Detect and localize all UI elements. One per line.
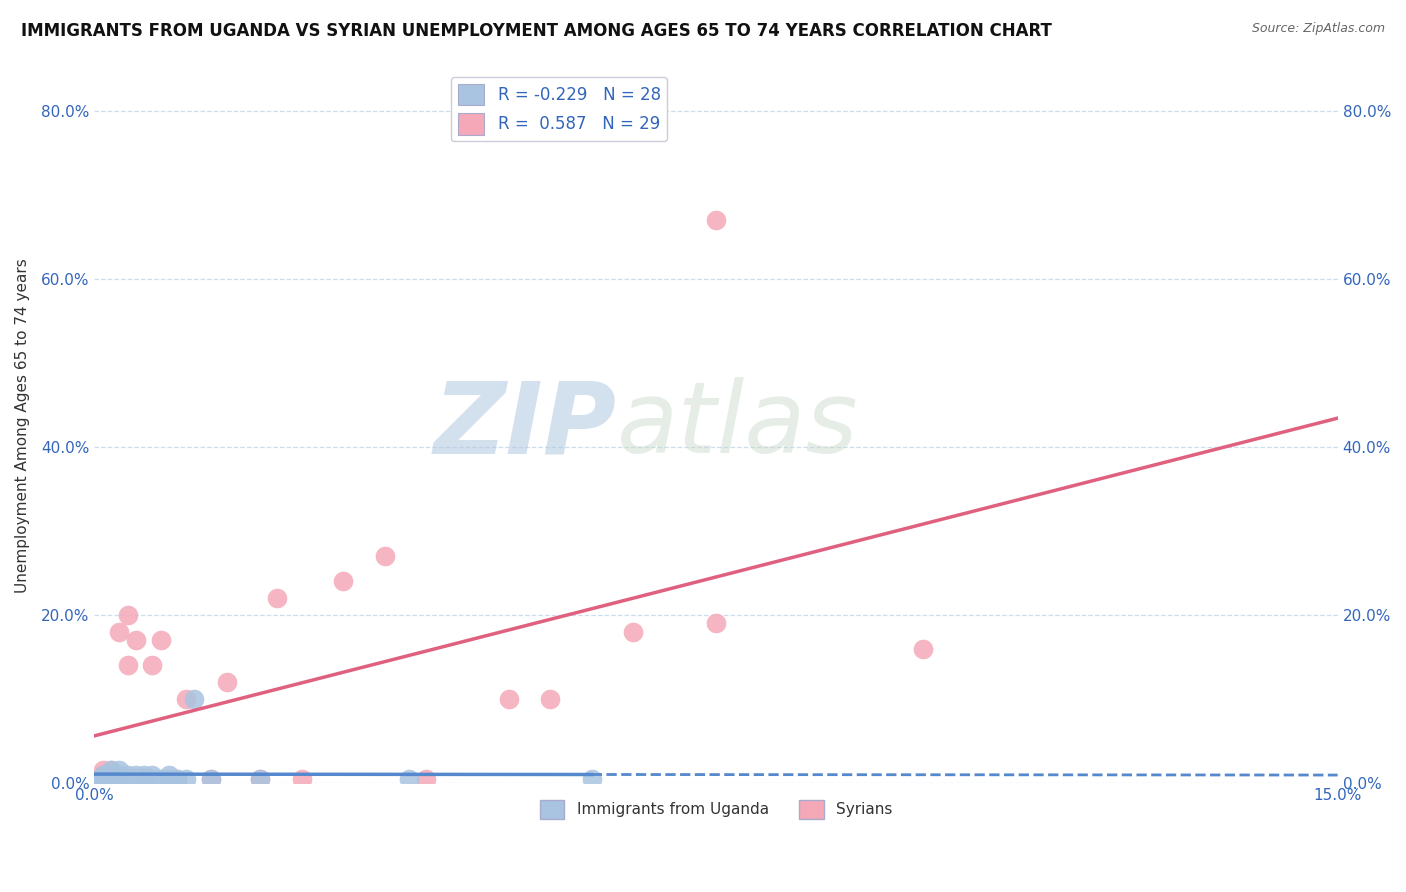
Point xyxy=(125,767,148,781)
Text: ZIP: ZIP xyxy=(433,377,617,475)
Point xyxy=(87,772,110,786)
Point xyxy=(374,549,396,563)
Point xyxy=(538,692,561,706)
Point xyxy=(108,764,131,778)
Point xyxy=(166,772,188,786)
Point xyxy=(166,772,188,786)
Point xyxy=(621,624,644,639)
Point xyxy=(249,772,271,786)
Point xyxy=(141,772,163,786)
Point xyxy=(100,764,122,778)
Point xyxy=(704,616,727,631)
Point xyxy=(704,212,727,227)
Point xyxy=(117,658,139,673)
Point xyxy=(100,772,122,786)
Point xyxy=(100,764,122,778)
Point xyxy=(332,574,354,589)
Point xyxy=(149,772,172,786)
Point xyxy=(96,772,118,786)
Point xyxy=(91,772,114,786)
Text: IMMIGRANTS FROM UGANDA VS SYRIAN UNEMPLOYMENT AMONG AGES 65 TO 74 YEARS CORRELAT: IMMIGRANTS FROM UGANDA VS SYRIAN UNEMPLO… xyxy=(21,22,1052,40)
Point xyxy=(174,692,197,706)
Point xyxy=(100,767,122,781)
Point xyxy=(91,764,114,778)
Point xyxy=(200,772,222,786)
Text: atlas: atlas xyxy=(617,377,858,475)
Point xyxy=(117,772,139,786)
Point xyxy=(249,772,271,786)
Point xyxy=(217,675,239,690)
Point xyxy=(91,767,114,781)
Point xyxy=(141,767,163,781)
Point xyxy=(134,772,156,786)
Point xyxy=(134,767,156,781)
Legend: Immigrants from Uganda, Syrians: Immigrants from Uganda, Syrians xyxy=(534,794,898,825)
Point xyxy=(108,624,131,639)
Point xyxy=(91,767,114,781)
Point xyxy=(157,767,180,781)
Text: Source: ZipAtlas.com: Source: ZipAtlas.com xyxy=(1251,22,1385,36)
Point xyxy=(117,767,139,781)
Point xyxy=(125,772,148,786)
Point xyxy=(498,692,520,706)
Point xyxy=(398,772,420,786)
Point xyxy=(149,633,172,648)
Point xyxy=(108,772,131,786)
Point xyxy=(174,772,197,786)
Point xyxy=(183,692,205,706)
Point xyxy=(125,633,148,648)
Point xyxy=(157,772,180,786)
Point xyxy=(134,772,156,786)
Point xyxy=(108,772,131,786)
Point xyxy=(100,767,122,781)
Y-axis label: Unemployment Among Ages 65 to 74 years: Unemployment Among Ages 65 to 74 years xyxy=(15,259,30,593)
Point xyxy=(108,767,131,781)
Point xyxy=(87,772,110,786)
Point xyxy=(912,641,935,656)
Point xyxy=(291,772,314,786)
Point xyxy=(141,658,163,673)
Point xyxy=(157,772,180,786)
Point xyxy=(581,772,603,786)
Point xyxy=(117,607,139,622)
Point xyxy=(266,591,288,606)
Point xyxy=(415,772,437,786)
Point xyxy=(200,772,222,786)
